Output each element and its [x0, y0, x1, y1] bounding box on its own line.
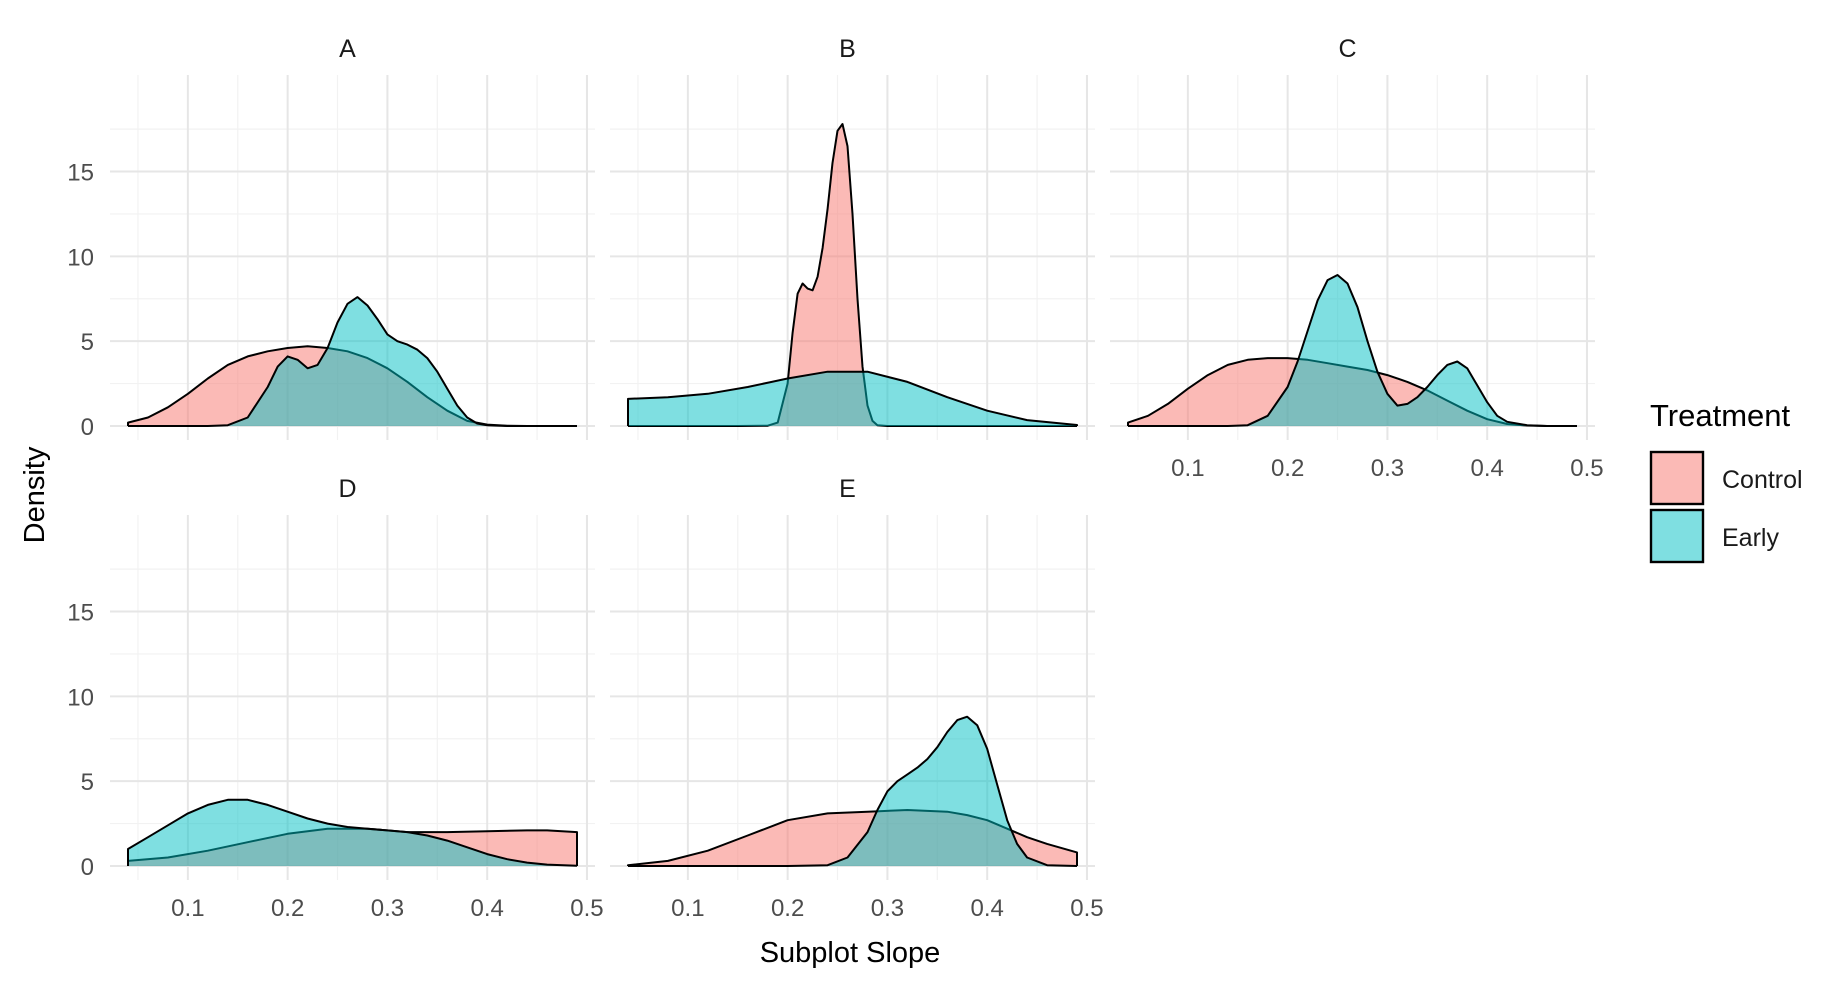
density-line-early [127, 798, 578, 867]
x-tick-label: 0.1 [671, 895, 704, 922]
facet-label: B [839, 35, 856, 63]
y-tick-label: 5 [81, 769, 94, 796]
facet-panel-a: A 0 5 10 15 [67, 35, 595, 441]
legend-label-early: Early [1722, 524, 1779, 552]
density-area-control [628, 124, 1077, 426]
y-tick-label: 0 [81, 854, 94, 881]
facet-label: C [1338, 35, 1356, 63]
x-tick-label: 0.2 [771, 895, 804, 922]
facet-panel-c: C 0.1 0.2 0.3 0.4 0.5 [1110, 35, 1604, 482]
facet-panel-b: B [610, 35, 1095, 440]
legend-key-control [1649, 450, 1705, 506]
density-area-early [1128, 275, 1577, 426]
density-line-early [128, 296, 577, 427]
y-axis-title: Density [19, 446, 51, 543]
y-tick-label: 15 [67, 600, 94, 627]
x-tick-label: 0.4 [1471, 455, 1504, 482]
legend-label-control: Control [1722, 466, 1803, 494]
facet-label: E [839, 475, 856, 503]
density-line-early [628, 715, 1078, 867]
x-tick-label: 0.4 [971, 895, 1004, 922]
facet-label: A [339, 35, 356, 63]
density-area-early [628, 716, 1077, 866]
x-tick-label: 0.4 [471, 895, 504, 922]
x-tick-label: 0.3 [871, 895, 904, 922]
x-tick-label: 0.5 [1070, 895, 1103, 922]
facet-label: D [338, 475, 356, 503]
density-area-early [128, 799, 577, 866]
x-tick-label: 0.2 [271, 895, 304, 922]
legend: Treatment Control Early [1649, 398, 1803, 564]
facet-panel-d: D 0 5 10 15 0.1 0.2 0.3 0.4 0.5 [67, 475, 603, 922]
legend-title: Treatment [1650, 398, 1791, 433]
density-area-early [128, 297, 577, 426]
x-tick-label: 0.3 [371, 895, 404, 922]
y-tick-label: 0 [81, 414, 94, 441]
y-tick-label: 5 [81, 329, 94, 356]
density-line-early [1128, 274, 1577, 427]
x-tick-label: 0.1 [1171, 455, 1204, 482]
x-axis-title: Subplot Slope [760, 937, 941, 969]
x-tick-label: 0.5 [570, 895, 603, 922]
x-tick-label: 0.5 [1570, 455, 1603, 482]
density-area-early [628, 371, 1077, 426]
x-tick-label: 0.3 [1371, 455, 1404, 482]
legend-key-early [1649, 508, 1705, 564]
facet-panels: A 0 5 10 15 B C 0.1 0.2 0.3 0.4 0.5 D 0 5 10 15 0.1 0.2 0.3… [67, 35, 1603, 922]
y-tick-label: 10 [67, 684, 94, 711]
y-tick-label: 10 [67, 244, 94, 271]
y-tick-label: 15 [67, 160, 94, 187]
density-line-early [627, 370, 1078, 426]
x-tick-label: 0.1 [171, 895, 204, 922]
facet-panel-e: E 0.1 0.2 0.3 0.4 0.5 [610, 475, 1104, 922]
x-tick-label: 0.2 [1271, 455, 1304, 482]
